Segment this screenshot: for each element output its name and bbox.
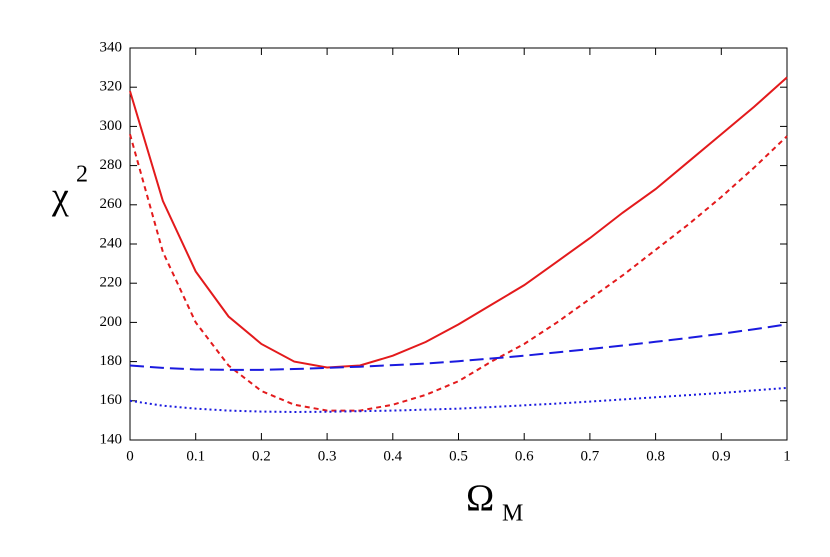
series-line	[129, 386, 788, 413]
x-tick-label: 0.9	[712, 448, 731, 464]
x-tick-label: 1	[783, 448, 791, 464]
x-tick-label: 0.3	[318, 448, 337, 464]
series-line	[129, 76, 788, 369]
x-tick-label: 0.7	[581, 448, 600, 464]
x-tick-label: 0.8	[646, 448, 665, 464]
x-axis-label-subscript: M	[502, 501, 523, 527]
series-line	[129, 323, 788, 371]
x-tick-label: 0.2	[252, 448, 271, 464]
y-tick-label: 160	[100, 392, 123, 408]
series-line	[129, 133, 788, 412]
y-tick-label: 200	[100, 314, 123, 330]
y-tick-label: 300	[100, 118, 123, 134]
y-tick-label: 320	[100, 79, 123, 95]
y-axis-label: χ	[51, 176, 69, 218]
y-axis-label-superscript: 2	[76, 162, 88, 188]
y-tick-label: 340	[100, 39, 123, 55]
x-tick-label: 0	[126, 448, 134, 464]
y-tick-label: 260	[100, 196, 123, 212]
y-tick-label: 240	[100, 235, 123, 251]
x-tick-label: 0.4	[383, 448, 402, 464]
x-axis-label: Ω	[466, 478, 494, 520]
plot-frame	[129, 47, 788, 441]
y-tick-label: 180	[100, 353, 123, 369]
y-tick-label: 220	[100, 275, 123, 291]
x-tick-label: 0.6	[515, 448, 534, 464]
y-tick-label: 280	[100, 157, 123, 173]
x-tick-label: 0.1	[186, 448, 205, 464]
x-tick-label: 0.5	[449, 448, 468, 464]
y-tick-label: 140	[100, 431, 123, 447]
